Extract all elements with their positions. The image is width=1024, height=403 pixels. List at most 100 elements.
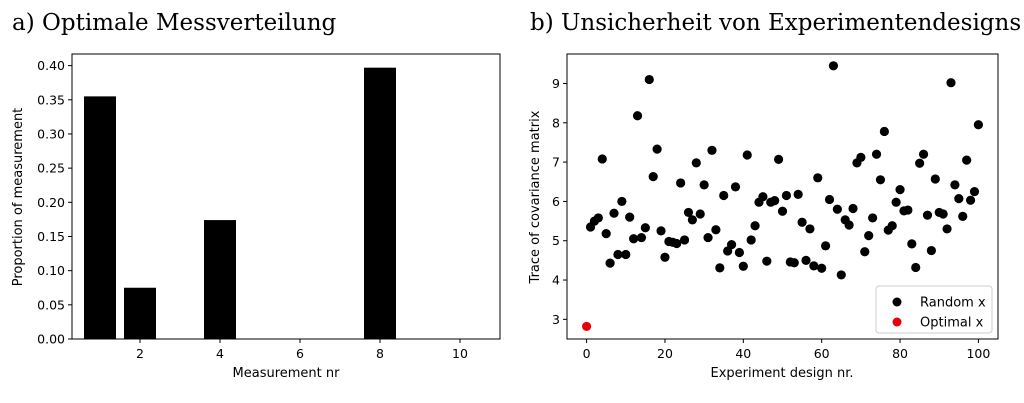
random-x-point	[707, 145, 717, 155]
scatter-y-tick-label: 6	[552, 194, 560, 209]
bar-y-tick-label: 0.40	[37, 58, 65, 73]
random-x-point	[828, 61, 839, 71]
random-x-point	[969, 186, 980, 197]
random-x-point	[730, 182, 741, 192]
random-x-point	[797, 217, 807, 227]
random-x-point	[907, 239, 917, 249]
bar-measurement-1	[84, 96, 116, 339]
scatter-x-tick-label: 0	[583, 346, 591, 361]
bar-y-tick-label: 0.20	[37, 195, 65, 210]
bar-x-tick-label: 2	[136, 346, 144, 361]
random-x-point	[930, 174, 940, 184]
scatter-y-tick-label: 4	[552, 273, 560, 288]
random-x-point	[770, 196, 780, 206]
random-x-point	[738, 261, 748, 271]
random-x-point	[918, 149, 929, 159]
random-x-point	[844, 220, 854, 230]
legend-box	[875, 285, 993, 334]
random-x-point	[660, 252, 670, 262]
random-x-point	[836, 270, 846, 280]
random-x-point	[746, 235, 756, 245]
random-x-point	[629, 234, 639, 244]
scatter-y-tick-label: 9	[552, 76, 560, 91]
scatter-x-tick-label: 40	[735, 346, 751, 361]
random-x-point	[824, 194, 835, 205]
random-x-point	[891, 197, 901, 207]
bar-x-tick-label: 6	[296, 346, 304, 361]
random-x-point	[942, 224, 952, 234]
random-x-point	[954, 194, 964, 204]
bar-chart-panel: a) Optimale Messverteilung 2 4 6 8 10 0.000.…	[11, 10, 501, 381]
scatter-chart-legend: Random x Optimal x	[875, 285, 993, 334]
bar-measurement-2	[124, 287, 156, 339]
random-x-point	[597, 154, 607, 164]
legend-marker-random-x	[892, 297, 902, 307]
random-x-point	[687, 215, 697, 225]
random-x-point	[817, 263, 827, 273]
random-x-point	[962, 155, 972, 165]
random-x-point	[742, 150, 752, 160]
scatter-chart-x-axis-label: Experiment design nr.	[710, 366, 853, 381]
random-x-point	[734, 247, 745, 258]
series-optimal-x	[581, 321, 592, 332]
random-x-point	[625, 212, 635, 222]
random-x-point	[676, 178, 686, 188]
bar-y-tick-label: 0.00	[37, 332, 65, 347]
scatter-chart-y-axis-label: Trace of covariance matrix	[528, 110, 543, 284]
random-x-point	[773, 154, 784, 164]
scatter-chart-y-ticks: 3 4 5 6 7 8 9	[552, 76, 567, 327]
scatter-y-tick-label: 3	[552, 312, 560, 327]
random-x-point	[821, 241, 831, 251]
bar-x-tick-label: 8	[376, 346, 384, 361]
bar-x-tick-label: 10	[452, 346, 468, 361]
bar-y-tick-label: 0.15	[37, 229, 65, 244]
random-x-point	[860, 247, 870, 257]
random-x-point	[777, 206, 788, 216]
random-x-point	[868, 213, 878, 223]
random-x-point	[915, 158, 925, 168]
random-x-point	[758, 192, 768, 202]
bar-measurement-4	[204, 220, 236, 339]
random-x-point	[703, 232, 713, 243]
random-x-point	[605, 258, 615, 268]
random-x-point	[695, 209, 705, 219]
random-x-point	[691, 158, 701, 168]
scatter-y-tick-label: 7	[552, 155, 560, 170]
random-x-point	[632, 111, 643, 121]
random-x-point	[809, 261, 819, 271]
random-x-point	[750, 221, 760, 231]
scatter-x-tick-label: 80	[892, 346, 908, 361]
series-random-x	[585, 61, 984, 280]
random-x-point	[958, 211, 968, 221]
bar-y-tick-label: 0.35	[37, 92, 65, 107]
random-x-point	[950, 180, 960, 190]
bar-measurement-8	[364, 67, 396, 339]
random-x-point	[621, 249, 631, 260]
legend-label-random-x: Random x	[920, 296, 986, 311]
random-x-point	[711, 225, 721, 235]
scatter-x-tick-label: 20	[657, 346, 673, 361]
random-x-point	[856, 152, 866, 162]
random-x-point	[715, 263, 725, 273]
random-x-point	[648, 172, 658, 182]
random-x-point	[640, 223, 650, 233]
legend-marker-optimal-x	[892, 317, 902, 327]
random-x-point	[895, 185, 905, 195]
random-x-point	[789, 258, 799, 268]
scatter-x-tick-label: 100	[966, 346, 990, 361]
bar-chart-y-ticks: 0.00 0.05 0.10 0.15 0.20 0.25 0.30 0.35 0.40	[37, 58, 72, 347]
random-x-point	[887, 221, 897, 231]
random-x-point	[617, 196, 627, 207]
bar-x-tick-label: 4	[216, 346, 224, 361]
bar-y-tick-label: 0.10	[37, 263, 65, 278]
scatter-y-tick-label: 5	[552, 233, 560, 248]
random-x-point	[875, 175, 886, 185]
scatter-chart-frame	[566, 53, 999, 340]
scatter-chart-title: b) Unsicherheit von Experimentendesigns	[530, 10, 1021, 36]
random-x-point	[926, 245, 936, 256]
random-x-point	[938, 209, 948, 219]
random-x-point	[726, 240, 737, 250]
optimal-x-point	[581, 321, 592, 332]
random-x-point	[965, 195, 976, 205]
random-x-point	[601, 229, 611, 239]
